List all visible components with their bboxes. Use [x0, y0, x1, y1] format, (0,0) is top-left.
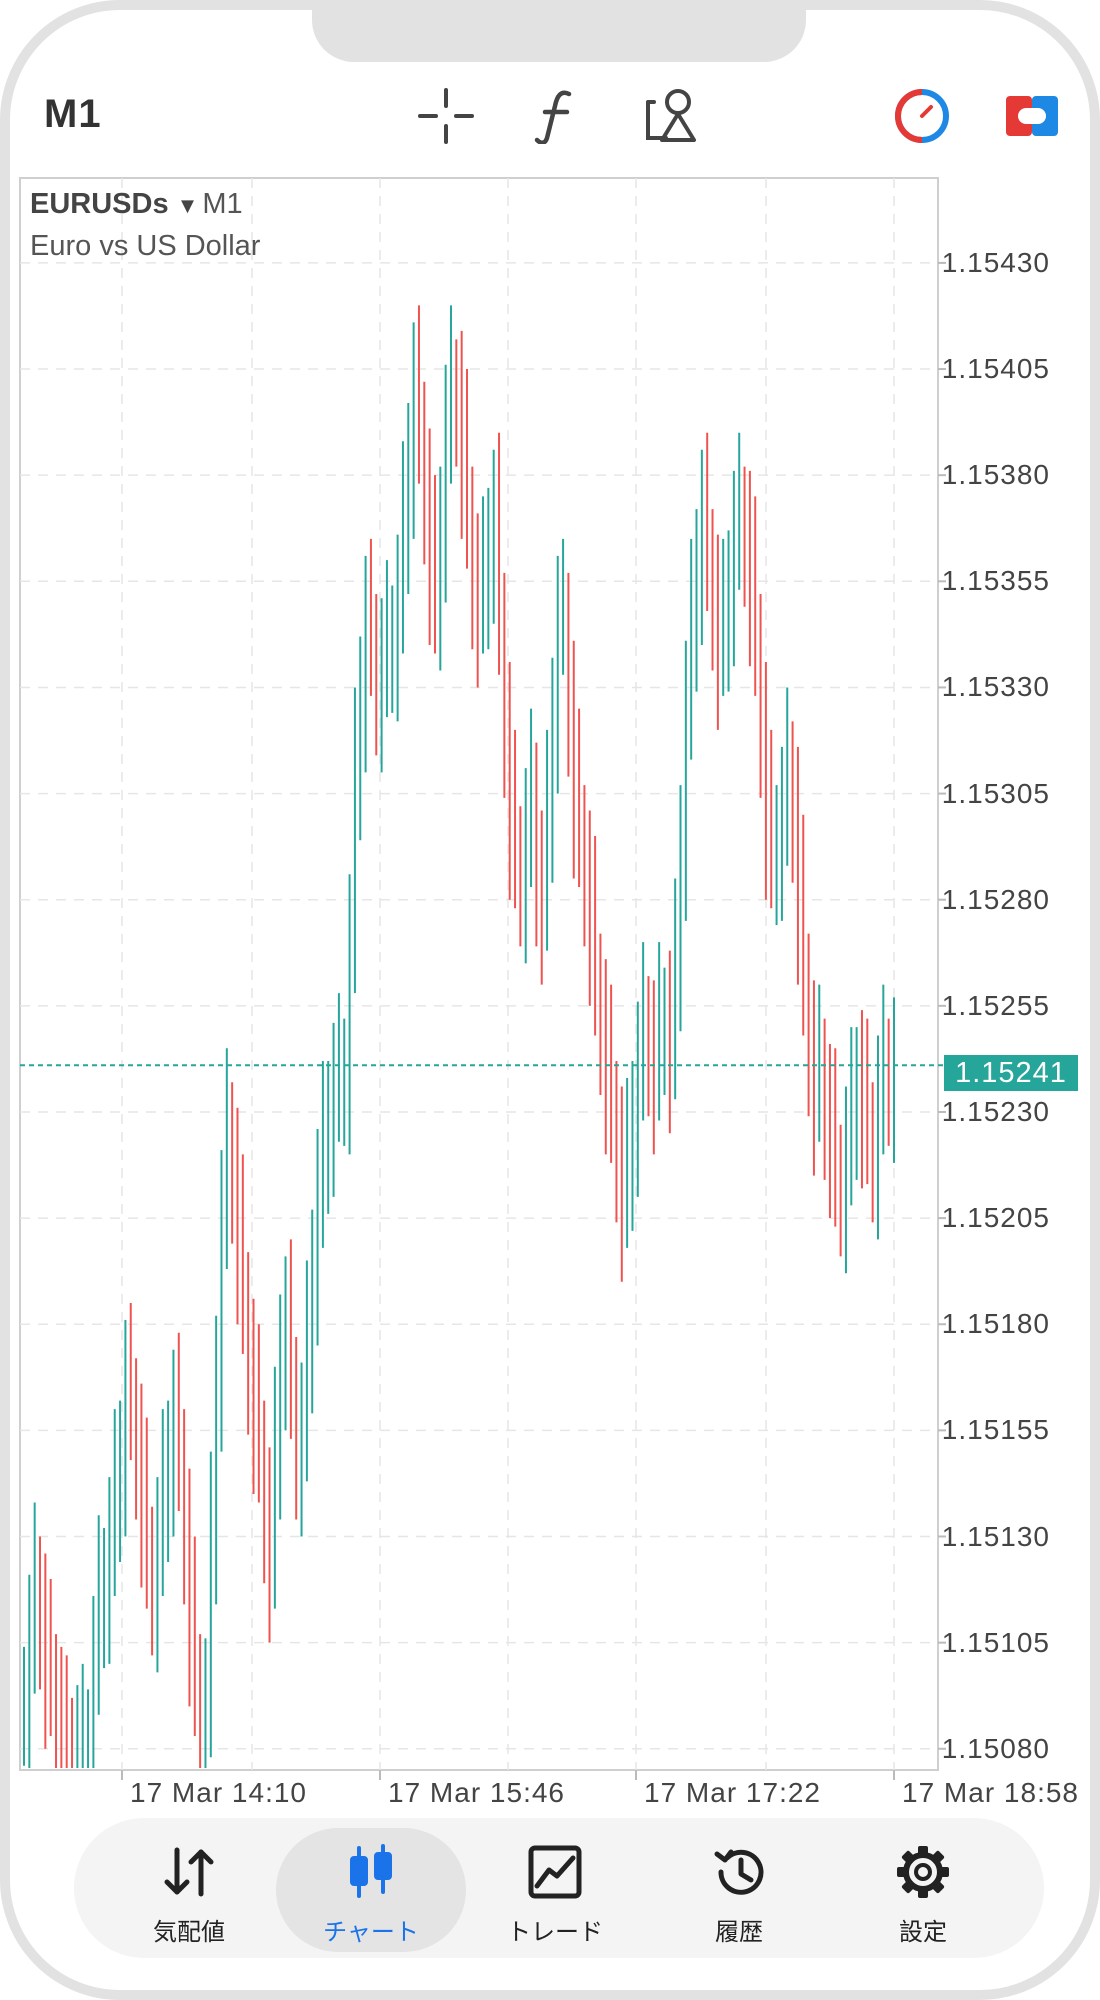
price-axis-label: 1.15205 [941, 1202, 1050, 1234]
price-axis-label: 1.15380 [941, 459, 1050, 491]
price-chart[interactable] [10, 10, 1100, 1790]
time-axis-label: 17 Mar 18:58 [902, 1777, 1079, 1808]
price-axis-label: 1.15280 [941, 883, 1050, 915]
crosshair-icon[interactable] [416, 86, 476, 146]
nav-label: 設定 [899, 1918, 947, 1946]
time-axis-label: 17 Mar 15:46 [388, 1777, 565, 1808]
nav-quotes[interactable]: 気配値 [94, 1828, 284, 1952]
indicators-icon[interactable] [528, 86, 588, 146]
bottom-navigation: 気配値 チャート トレード 履歴 [74, 1818, 1044, 1958]
nav-label: トレード [507, 1918, 603, 1946]
history-icon [714, 1849, 764, 1895]
symbol-description: Euro vs US Dollar [30, 230, 261, 262]
price-axis-label: 1.15305 [941, 777, 1050, 809]
price-axis-label: 1.15405 [941, 353, 1050, 385]
symbol-name: EURUSDs [30, 188, 169, 220]
quotes-icon [164, 1847, 214, 1897]
price-axis-label: 1.15080 [941, 1732, 1050, 1764]
price-axis-label: 1.15255 [941, 989, 1050, 1021]
nav-label: チャート [323, 1918, 419, 1946]
price-axis-label: 1.15430 [941, 246, 1050, 278]
price-axis-label: 1.15180 [941, 1308, 1050, 1340]
price-axis-label: 1.15355 [941, 565, 1050, 597]
current-price-label: 1.15241 [944, 1055, 1078, 1091]
time-axis-label: 17 Mar 14:10 [130, 1777, 307, 1808]
timeframe-button[interactable]: M1 [44, 92, 102, 136]
objects-icon[interactable] [642, 86, 702, 146]
nav-history[interactable]: 履歴 [644, 1828, 834, 1952]
symbol-dropdown-icon: ▼ [176, 193, 199, 218]
trade-icon [528, 1845, 582, 1899]
price-axis-label: 1.15105 [941, 1626, 1050, 1658]
one-click-trading-icon[interactable] [1002, 86, 1062, 146]
chart-symbol[interactable]: EURUSDs ▼ M1 [30, 188, 243, 221]
nav-label: 気配値 [153, 1918, 225, 1946]
notch [312, 10, 806, 62]
price-axis-label: 1.15230 [941, 1095, 1050, 1127]
price-axis-label: 1.15155 [941, 1414, 1050, 1446]
chart-icon [350, 1844, 392, 1898]
nav-label: 履歴 [715, 1918, 763, 1946]
chart-frame [19, 177, 939, 1771]
nav-settings[interactable]: 設定 [828, 1828, 1018, 1952]
nav-trade[interactable]: トレード [460, 1828, 650, 1952]
price-axis-label: 1.15130 [941, 1520, 1050, 1552]
nav-chart[interactable]: チャート [276, 1828, 466, 1952]
chart-timeframe: M1 [202, 188, 243, 220]
time-axis-label: 17 Mar 17:22 [644, 1777, 821, 1808]
signal-icon[interactable] [892, 86, 952, 146]
settings-icon [897, 1846, 949, 1898]
price-axis-label: 1.15330 [941, 671, 1050, 703]
